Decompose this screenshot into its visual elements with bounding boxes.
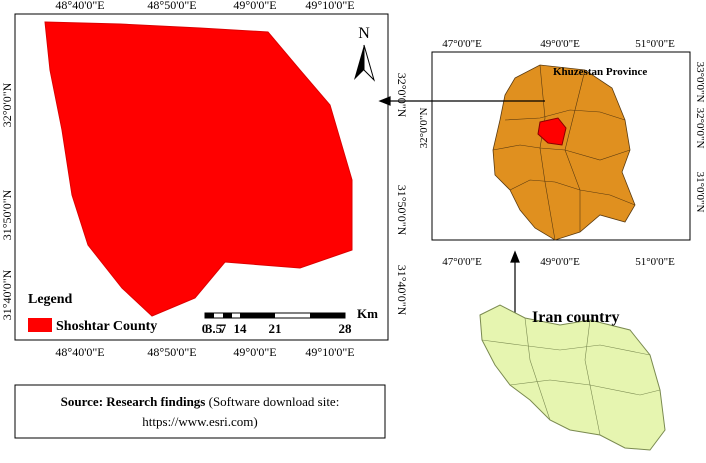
legend-swatch (28, 318, 52, 332)
top-tick: 48°40'0"E (55, 0, 104, 12)
inset-right-tick: 33°0'0"N (694, 62, 706, 103)
scale-bar (204, 312, 346, 319)
inset-right-tick: 32°0'0"N (694, 108, 706, 149)
scale-label: 0 (202, 321, 209, 336)
inset-bottom-tick: 51°0'0"E (635, 256, 675, 268)
right-tick: 32°0'0"N (395, 73, 409, 118)
scale-label: 28 (339, 321, 353, 336)
bottom-tick: 48°50'0"E (147, 345, 196, 359)
north-label: N (358, 25, 370, 42)
khuzestan-province (492, 64, 636, 241)
scale-label: 21 (269, 321, 282, 336)
source-bold: Source: Research findings (61, 394, 206, 409)
source-url: https://www.esri.com) (142, 414, 257, 429)
source-text: (Software download site: (209, 394, 340, 409)
left-tick: 31°50'0"N (0, 189, 14, 240)
top-tick: 49°0'0"E (233, 0, 276, 12)
inset-top-tick: 49°0'0"E (540, 38, 580, 50)
inset-top-tick: 51°0'0"E (635, 38, 675, 50)
bottom-tick: 49°0'0"E (233, 345, 276, 359)
inset-top-tick: 47°0'0"E (442, 38, 482, 50)
scale-unit: Km (357, 306, 378, 321)
source-line: Source: Research findings (Software down… (61, 394, 340, 409)
left-tick: 32°0'0"N (0, 82, 14, 127)
iran-country (479, 304, 666, 451)
north-arrow: N (354, 25, 376, 82)
source-box (14, 384, 386, 439)
bottom-tick: 49°10'0"E (305, 345, 354, 359)
inset-frame (431, 51, 691, 241)
bottom-tick: 48°40'0"E (55, 345, 104, 359)
province-label: Khuzestan Province (553, 66, 647, 78)
left-tick: 31°40'0"N (0, 269, 14, 320)
inset-right-tick: 31°0'0"N (694, 172, 706, 213)
right-tick: 31°40'0"N (395, 265, 409, 316)
shoshtar-county (44, 21, 353, 317)
legend-item: Shoshtar County (56, 319, 157, 334)
main-frame (14, 13, 389, 341)
inset-bottom-tick: 47°0'0"E (442, 256, 482, 268)
scale-label: 3.5 (206, 321, 223, 336)
scale-label: 7 (220, 321, 227, 336)
inset-left-tick: 32°0'0"N (418, 108, 430, 149)
iran-provinces (481, 317, 661, 436)
right-tick: 31°50'0"N (395, 185, 409, 236)
top-tick: 48°50'0"E (147, 0, 196, 12)
shoshtar-inset (537, 117, 567, 146)
top-tick: 49°10'0"E (305, 0, 354, 12)
legend-title: Legend (28, 292, 73, 307)
scale-label: 14 (234, 321, 248, 336)
district-borders (492, 64, 636, 241)
inset-bottom-tick: 49°0'0"E (540, 256, 580, 268)
iran-label: Iran country (532, 309, 620, 326)
